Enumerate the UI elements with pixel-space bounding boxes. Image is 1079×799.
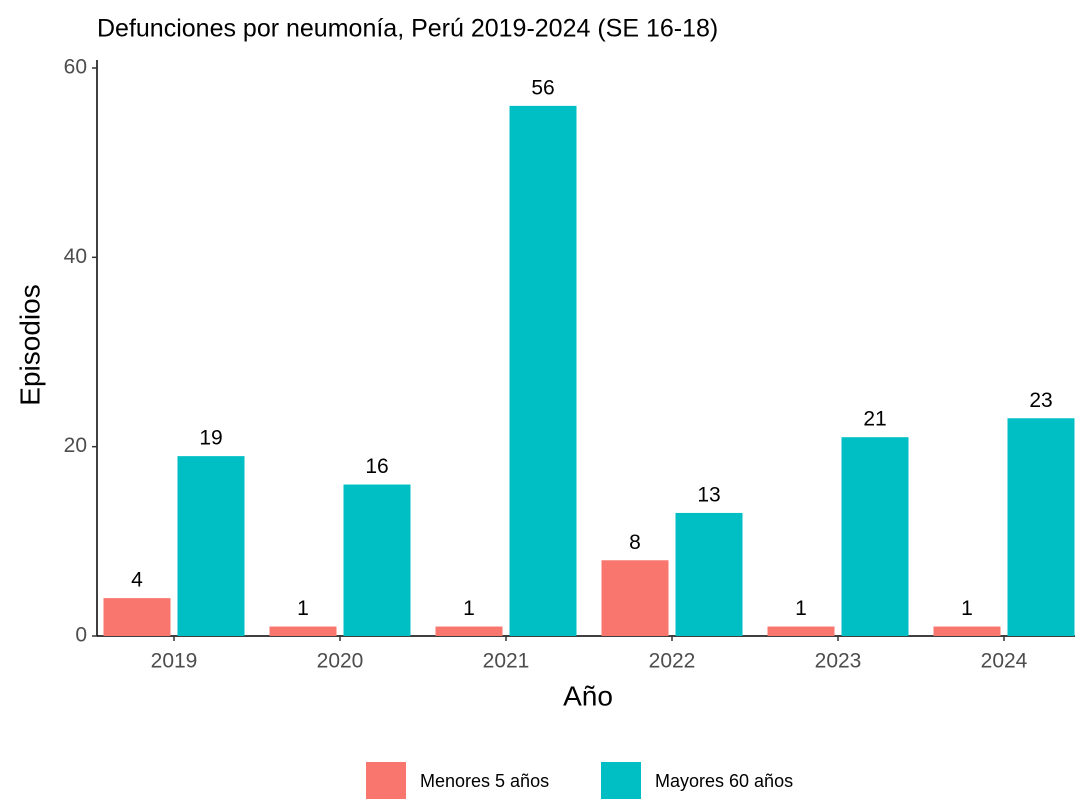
x-tick-label: 2024 bbox=[981, 650, 1028, 673]
bar bbox=[675, 512, 743, 636]
value-label: 1 bbox=[297, 597, 309, 620]
legend-label: Mayores 60 años bbox=[655, 771, 793, 791]
value-label: 1 bbox=[961, 597, 973, 620]
value-label: 13 bbox=[697, 483, 720, 506]
bar bbox=[103, 598, 171, 636]
bar bbox=[509, 105, 577, 636]
x-tick-label: 2019 bbox=[151, 650, 198, 673]
x-axis-title: Año bbox=[563, 680, 613, 711]
x-tick-label: 2020 bbox=[317, 650, 364, 673]
bar bbox=[269, 626, 337, 636]
y-tick-label: 0 bbox=[75, 624, 87, 647]
bar bbox=[177, 456, 245, 636]
x-tick-label: 2021 bbox=[483, 650, 530, 673]
value-label: 1 bbox=[795, 597, 807, 620]
y-tick-label: 60 bbox=[64, 56, 87, 79]
bar bbox=[933, 626, 1001, 636]
bar bbox=[601, 560, 669, 636]
y-axis-title: Episodios bbox=[14, 284, 45, 405]
legend-swatch bbox=[366, 762, 406, 799]
value-label: 23 bbox=[1029, 389, 1052, 412]
x-tick-label: 2022 bbox=[649, 650, 696, 673]
value-label: 1 bbox=[463, 597, 475, 620]
bar bbox=[841, 437, 909, 636]
legend-swatch bbox=[601, 762, 641, 799]
y-tick-label: 20 bbox=[64, 434, 87, 457]
bar bbox=[767, 626, 835, 636]
y-tick-label: 40 bbox=[64, 245, 87, 268]
value-label: 21 bbox=[863, 408, 886, 431]
value-label: 19 bbox=[199, 427, 222, 450]
value-label: 56 bbox=[531, 76, 554, 99]
bar bbox=[343, 484, 411, 636]
value-label: 8 bbox=[629, 531, 641, 554]
legend-label: Menores 5 años bbox=[420, 771, 549, 791]
value-label: 4 bbox=[131, 569, 143, 592]
chart-title: Defunciones por neumonía, Perú 2019-2024… bbox=[97, 15, 718, 43]
bar bbox=[1007, 418, 1075, 636]
x-tick-label: 2023 bbox=[815, 650, 862, 673]
bar bbox=[435, 626, 503, 636]
value-label: 16 bbox=[365, 455, 388, 478]
